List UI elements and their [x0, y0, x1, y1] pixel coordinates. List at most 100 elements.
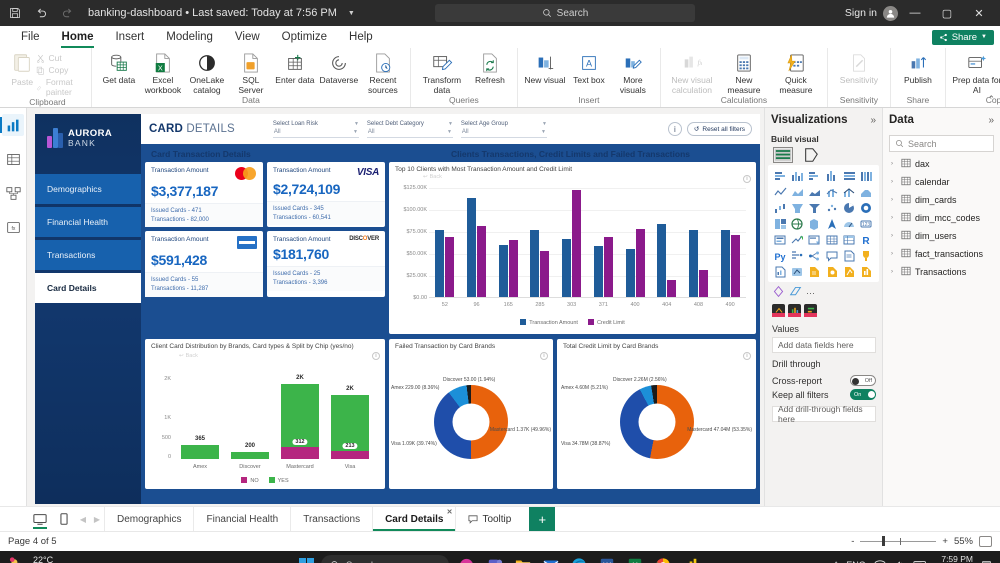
bar-credit-limit[interactable]: [667, 280, 677, 297]
legend-yes[interactable]: YES: [268, 477, 289, 484]
bar-cluster[interactable]: 52: [429, 188, 461, 308]
chevron-down-icon[interactable]: ▼: [446, 129, 452, 135]
slicer-loan-risk[interactable]: Select Loan Risk ▼ All ▼: [272, 121, 359, 138]
funnel-icon[interactable]: [807, 200, 823, 215]
kpi-card-mastercard[interactable]: Transaction Amount $3,377,187 Issued Car…: [145, 162, 263, 228]
info-icon[interactable]: i: [540, 352, 548, 360]
visual-total-credit-limit[interactable]: Total Credit Limit by Card Brands i Disc…: [557, 339, 756, 489]
new-visual-button[interactable]: New visual: [524, 51, 566, 86]
add-page-button[interactable]: +: [529, 507, 556, 531]
ai-visual-3-icon[interactable]: [804, 304, 817, 317]
new-measure-button[interactable]: New measure: [719, 51, 769, 95]
report-nav-financial-health[interactable]: Financial Health: [35, 207, 141, 237]
bar-transaction-amount[interactable]: [720, 230, 730, 297]
maximize-button[interactable]: ▢: [941, 7, 953, 20]
reset-all-filters-button[interactable]: ↺ Reset all filters: [686, 122, 752, 136]
tab-home[interactable]: Home: [51, 28, 105, 48]
get-more-visuals-icon[interactable]: [772, 285, 785, 301]
chevron-down-icon[interactable]: ▼: [352, 129, 358, 135]
bar-transaction-amount[interactable]: [562, 238, 572, 297]
save-icon[interactable]: [6, 4, 24, 22]
bar-credit-limit[interactable]: [508, 239, 518, 297]
stacked-bar-chart-icon[interactable]: [772, 168, 788, 183]
chrome-icon[interactable]: [652, 555, 673, 563]
clustered-bar-chart-icon[interactable]: [807, 168, 823, 183]
bar-credit-limit[interactable]: [698, 269, 708, 297]
legend-transaction-amount[interactable]: Transaction Amount: [520, 319, 578, 326]
values-field-well[interactable]: Add data fields here: [772, 337, 876, 353]
wifi-icon[interactable]: [874, 559, 886, 563]
bar-credit-limit[interactable]: [730, 235, 740, 297]
bar-credit-limit[interactable]: [445, 237, 455, 297]
global-search-box[interactable]: Search: [435, 4, 695, 22]
taskbar-search-box[interactable]: Search: [321, 555, 449, 563]
chevron-down-icon[interactable]: ▼: [541, 120, 547, 127]
paginated-report-icon[interactable]: [841, 248, 857, 263]
data-table-item-calendar[interactable]: › calendar: [883, 173, 1000, 191]
chevron-right-icon[interactable]: ›: [891, 269, 893, 275]
sidebar-item-model-view[interactable]: [2, 182, 24, 204]
stacked-bar-visa[interactable]: 2K 213 Visa: [331, 386, 369, 470]
sidebar-item-table-view[interactable]: [2, 148, 24, 170]
line-stacked-column-icon[interactable]: [824, 184, 840, 199]
segment-no[interactable]: [281, 447, 319, 459]
bar-cluster[interactable]: 96: [461, 188, 493, 308]
visual-top-clients[interactable]: Top 10 Clients with Most Transaction Amo…: [389, 162, 756, 334]
windows-start-icon[interactable]: [299, 557, 314, 563]
onelake-catalog-button[interactable]: OneLake catalog: [186, 51, 228, 95]
account-avatar[interactable]: [883, 5, 898, 21]
cross-report-toggle[interactable]: Off: [850, 375, 876, 386]
mail-icon[interactable]: [540, 555, 561, 563]
100-stacked-column-icon[interactable]: [859, 168, 875, 183]
report-nav-transactions[interactable]: Transactions: [35, 240, 141, 270]
fit-to-page-icon[interactable]: [979, 536, 992, 547]
bar-transaction-amount[interactable]: [625, 248, 635, 297]
ribbon-chart-icon[interactable]: [859, 184, 875, 199]
chevron-right-icon[interactable]: ›: [891, 179, 893, 185]
trophy-icon[interactable]: [859, 248, 875, 263]
chevron-right-icon[interactable]: ›: [891, 233, 893, 239]
report-nav-demographics[interactable]: Demographics: [35, 174, 141, 204]
kpi-card-amex[interactable]: Transaction Amount $591,428 Issued Cards…: [145, 231, 263, 297]
refresh-button[interactable]: Refresh: [469, 51, 511, 86]
r-visual-icon[interactable]: R: [859, 232, 875, 247]
import-visual-icon[interactable]: [789, 285, 802, 301]
info-icon[interactable]: i: [743, 175, 751, 183]
excel-icon[interactable]: X: [624, 555, 645, 563]
edge-icon[interactable]: [568, 555, 589, 563]
report-nav-card-details[interactable]: Card Details: [35, 273, 141, 303]
bar-transaction-amount[interactable]: [435, 230, 445, 297]
line-chart-icon[interactable]: [772, 184, 788, 199]
visual-failed-transactions[interactable]: Failed Transaction by Card Brands i Disc…: [389, 339, 553, 489]
drill-through-field-well[interactable]: Add drill-through fields here: [772, 404, 876, 424]
more-visuals-button[interactable]: More visuals: [612, 51, 654, 95]
pie-chart-icon[interactable]: [841, 200, 857, 215]
bar-credit-limit[interactable]: [635, 229, 645, 297]
filled-map-icon[interactable]: [807, 216, 823, 231]
prev-page-button[interactable]: ◀: [79, 514, 87, 524]
dataverse-button[interactable]: Dataverse: [318, 51, 360, 86]
chevron-right-icon[interactable]: ›: [891, 215, 893, 221]
back-button[interactable]: ↩ Back: [423, 174, 442, 180]
bar-cluster[interactable]: 285: [524, 188, 556, 308]
close-button[interactable]: ✕: [974, 7, 984, 20]
stacked-bar-discover[interactable]: 200 Discover: [231, 443, 269, 470]
multi-row-card-icon[interactable]: [772, 232, 788, 247]
chevron-right-icon[interactable]: ›: [891, 197, 893, 203]
text-box-button[interactable]: A Text box: [568, 51, 610, 86]
back-button[interactable]: ↩ Back: [179, 353, 198, 359]
data-table-item-dim_users[interactable]: › dim_users: [883, 227, 1000, 245]
scatter-chart-icon[interactable]: [824, 200, 840, 215]
100-stacked-bar-icon[interactable]: [841, 168, 857, 183]
arcgis-icon[interactable]: [824, 264, 840, 279]
bar-transaction-amount[interactable]: [593, 245, 603, 297]
area-chart-icon[interactable]: [789, 184, 805, 199]
tab-help[interactable]: Help: [349, 31, 373, 43]
tray-expand-icon[interactable]: ^: [834, 560, 838, 563]
undo-icon[interactable]: [32, 4, 50, 22]
page-tab-demographics[interactable]: Demographics: [104, 507, 193, 531]
fields-tile-icon[interactable]: [773, 147, 793, 163]
file-explorer-icon[interactable]: [512, 555, 533, 563]
narrative-icon[interactable]: [772, 264, 788, 279]
page-tab-card-details[interactable]: Card Details ✕: [372, 507, 456, 531]
